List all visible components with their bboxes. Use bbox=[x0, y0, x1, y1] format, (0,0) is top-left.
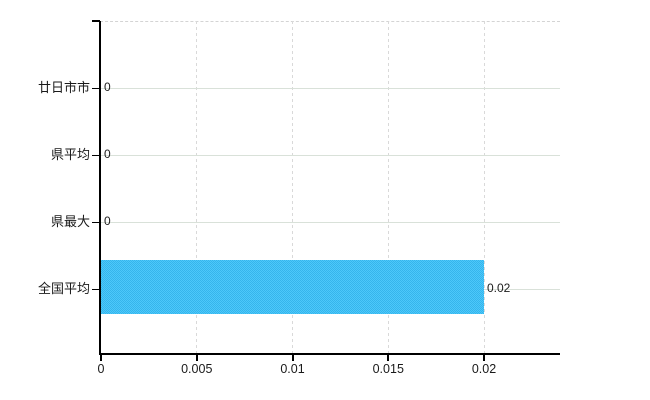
y-tick bbox=[92, 88, 100, 89]
x-tick-label: 0.005 bbox=[181, 362, 213, 376]
bar-value-label: 0 bbox=[104, 147, 111, 161]
y-tick bbox=[92, 155, 100, 156]
y-axis-line bbox=[99, 21, 101, 355]
bar-value-label: 0 bbox=[104, 214, 111, 228]
v-gridline bbox=[196, 21, 198, 354]
plot-area-top-border bbox=[100, 21, 560, 22]
x-tick-label: 0.01 bbox=[280, 362, 305, 376]
x-tick-label: 0 bbox=[97, 362, 105, 376]
v-gridline bbox=[292, 21, 293, 354]
v-gridline bbox=[387, 21, 389, 354]
x-tick bbox=[291, 355, 294, 361]
x-tick-label: 0.02 bbox=[471, 362, 497, 376]
x-tick bbox=[195, 355, 198, 361]
h-gridline bbox=[100, 88, 560, 89]
category-label: 県平均 bbox=[50, 147, 90, 162]
v-gridline bbox=[483, 21, 485, 354]
category-label: 県最大 bbox=[50, 214, 90, 229]
x-axis-line bbox=[100, 353, 560, 355]
bar-value-label: 0.02 bbox=[487, 281, 511, 295]
category-label: 廿日市市 bbox=[37, 80, 90, 95]
x-tick bbox=[100, 355, 102, 361]
x-tick bbox=[483, 355, 485, 361]
h-gridline bbox=[100, 155, 560, 156]
y-axis-end-tick bbox=[92, 20, 100, 22]
bar bbox=[101, 260, 484, 314]
x-tick bbox=[387, 355, 390, 361]
bar-value-label: 0 bbox=[104, 80, 111, 94]
y-tick bbox=[92, 289, 100, 290]
y-tick bbox=[92, 222, 100, 223]
category-label: 全国平均 bbox=[37, 281, 90, 296]
h-gridline bbox=[100, 222, 560, 223]
x-tick-label: 0.015 bbox=[372, 362, 404, 376]
